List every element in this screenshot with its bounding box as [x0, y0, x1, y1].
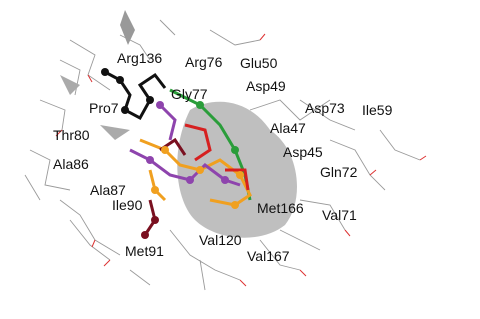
residue-label: Gly77	[171, 86, 208, 102]
residue-label: Thr80	[53, 127, 90, 143]
ligands	[101, 68, 252, 239]
residue-label: Glu50	[240, 55, 278, 71]
residue-label: Pro7	[89, 100, 119, 116]
residue-label: Arg136	[117, 50, 162, 66]
residue-label: Val71	[322, 207, 357, 223]
residue-label: Ala47	[270, 120, 306, 136]
residue-label: Asp45	[283, 144, 323, 160]
residue-label: Val120	[199, 232, 242, 248]
residue-label: Met91	[125, 243, 164, 259]
protein-wireframe	[24, 19, 427, 291]
residue-label: Ile59	[362, 102, 393, 118]
residue-label: Met166	[257, 200, 304, 216]
residue-label: Asp73	[305, 100, 345, 116]
residue-label: Ala87	[90, 182, 126, 198]
residue-labels: Arg76 Arg136 Glu50 Asp49 Gly77 Pro7 Asp7…	[53, 50, 393, 264]
residue-label: Val167	[247, 248, 290, 264]
residue-label: Arg76	[185, 54, 223, 70]
residue-label: Ala86	[53, 156, 89, 172]
residue-label: Ile90	[112, 197, 143, 213]
residue-label: Gln72	[320, 164, 358, 180]
residue-label: Asp49	[246, 78, 286, 94]
